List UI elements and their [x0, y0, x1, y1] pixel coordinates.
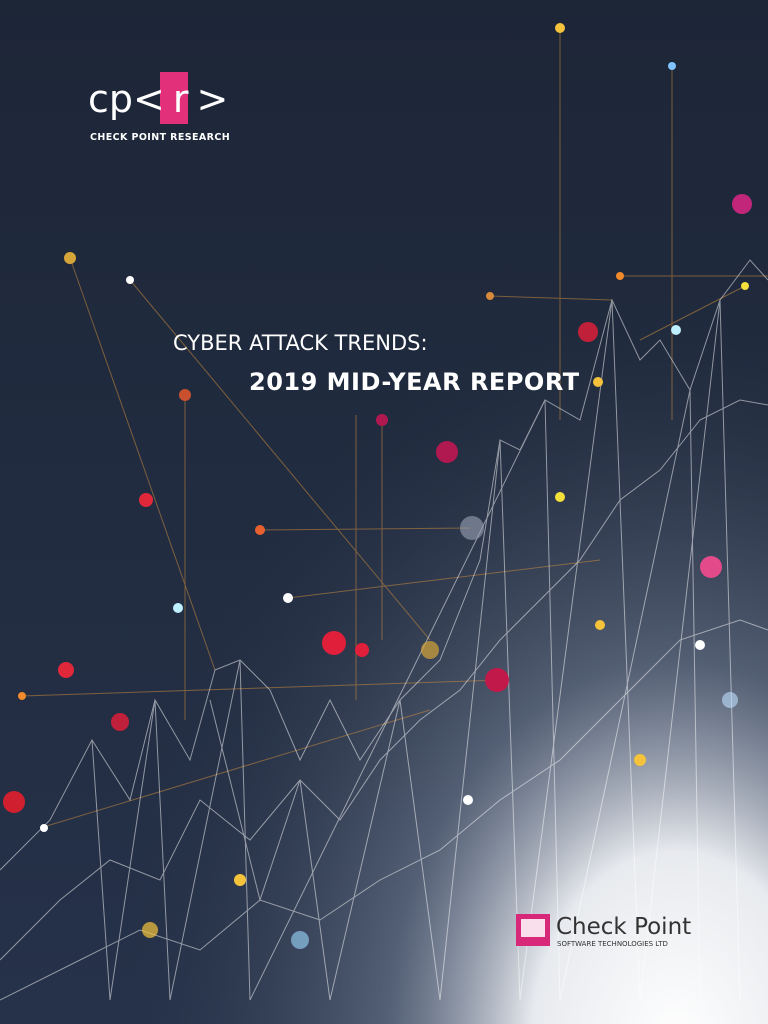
connection [129, 279, 431, 641]
node [668, 62, 676, 70]
publisher-logo: Check Point SOFTWARE TECHNOLOGIES LTD [516, 914, 691, 948]
cover-title: CYBER ATTACK TRENDS: [173, 331, 428, 355]
node [18, 692, 26, 700]
node [291, 931, 309, 949]
node [593, 377, 603, 387]
publisher-icon-screen [521, 919, 545, 937]
node [421, 641, 439, 659]
peak-line [91, 389, 701, 1001]
node [64, 252, 76, 264]
node [255, 525, 265, 535]
logo-mark-suffix: > [196, 77, 228, 121]
connection [489, 295, 613, 301]
peak-line [0, 399, 768, 961]
peaks [0, 259, 768, 1001]
node [173, 603, 183, 613]
nodes [3, 23, 752, 949]
node [741, 282, 749, 290]
node [578, 322, 598, 342]
connection [39, 709, 431, 829]
connection [259, 527, 471, 531]
node [3, 791, 25, 813]
node [111, 713, 129, 731]
node [179, 389, 191, 401]
connection [287, 559, 601, 599]
node [460, 516, 484, 540]
node [40, 824, 48, 832]
node [616, 272, 624, 280]
node [234, 874, 246, 886]
node [283, 593, 293, 603]
peak-line [209, 299, 741, 1001]
connection [69, 257, 216, 671]
node [142, 922, 158, 938]
research-logo: cp< r > CHECK POINT RESEARCH [88, 72, 230, 143]
logo-box [160, 72, 188, 124]
node [700, 556, 722, 578]
publisher-tagline: SOFTWARE TECHNOLOGIES LTD [557, 940, 668, 948]
node [595, 620, 605, 630]
publisher-name: Check Point [556, 914, 691, 940]
node [555, 23, 565, 33]
node [485, 668, 509, 692]
node [732, 194, 752, 214]
node [376, 414, 388, 426]
logo-mark-prefix: cp< [88, 77, 165, 121]
logo-mark-letter: r [173, 77, 189, 121]
node [436, 441, 458, 463]
node [722, 692, 738, 708]
node [58, 662, 74, 678]
node [126, 276, 134, 284]
node [139, 493, 153, 507]
node [634, 754, 646, 766]
node [695, 640, 705, 650]
node [486, 292, 494, 300]
node [555, 492, 565, 502]
connection-lines [21, 28, 768, 829]
connection [21, 679, 501, 697]
node [671, 325, 681, 335]
node [322, 631, 346, 655]
peak-line [0, 259, 768, 871]
connection [639, 285, 746, 341]
cover-subtitle: 2019 MID-YEAR REPORT [249, 368, 580, 396]
node [355, 643, 369, 657]
logo-mark: cp< r > [88, 77, 228, 121]
logo-name: CHECK POINT RESEARCH [90, 132, 230, 143]
node [463, 795, 473, 805]
